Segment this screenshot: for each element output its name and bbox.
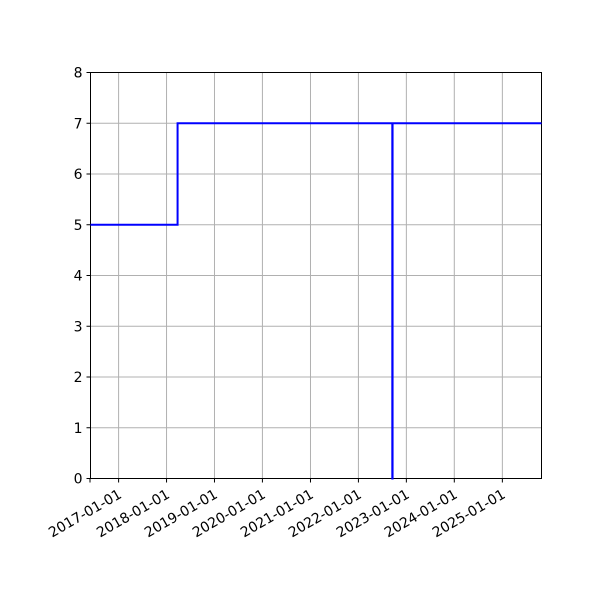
y-tick-label: 6	[74, 167, 83, 183]
y-tick-label: 1	[74, 421, 83, 437]
data-series-line	[90, 122, 542, 480]
y-tick-label: 2	[74, 370, 83, 386]
y-tick-label: 4	[74, 269, 83, 285]
y-tick-label: 0	[74, 472, 83, 488]
y-tick-label: 8	[74, 66, 83, 82]
y-tick-label: 7	[74, 116, 83, 132]
y-tick-label: 3	[74, 319, 83, 335]
y-tick-label: 5	[74, 218, 83, 234]
